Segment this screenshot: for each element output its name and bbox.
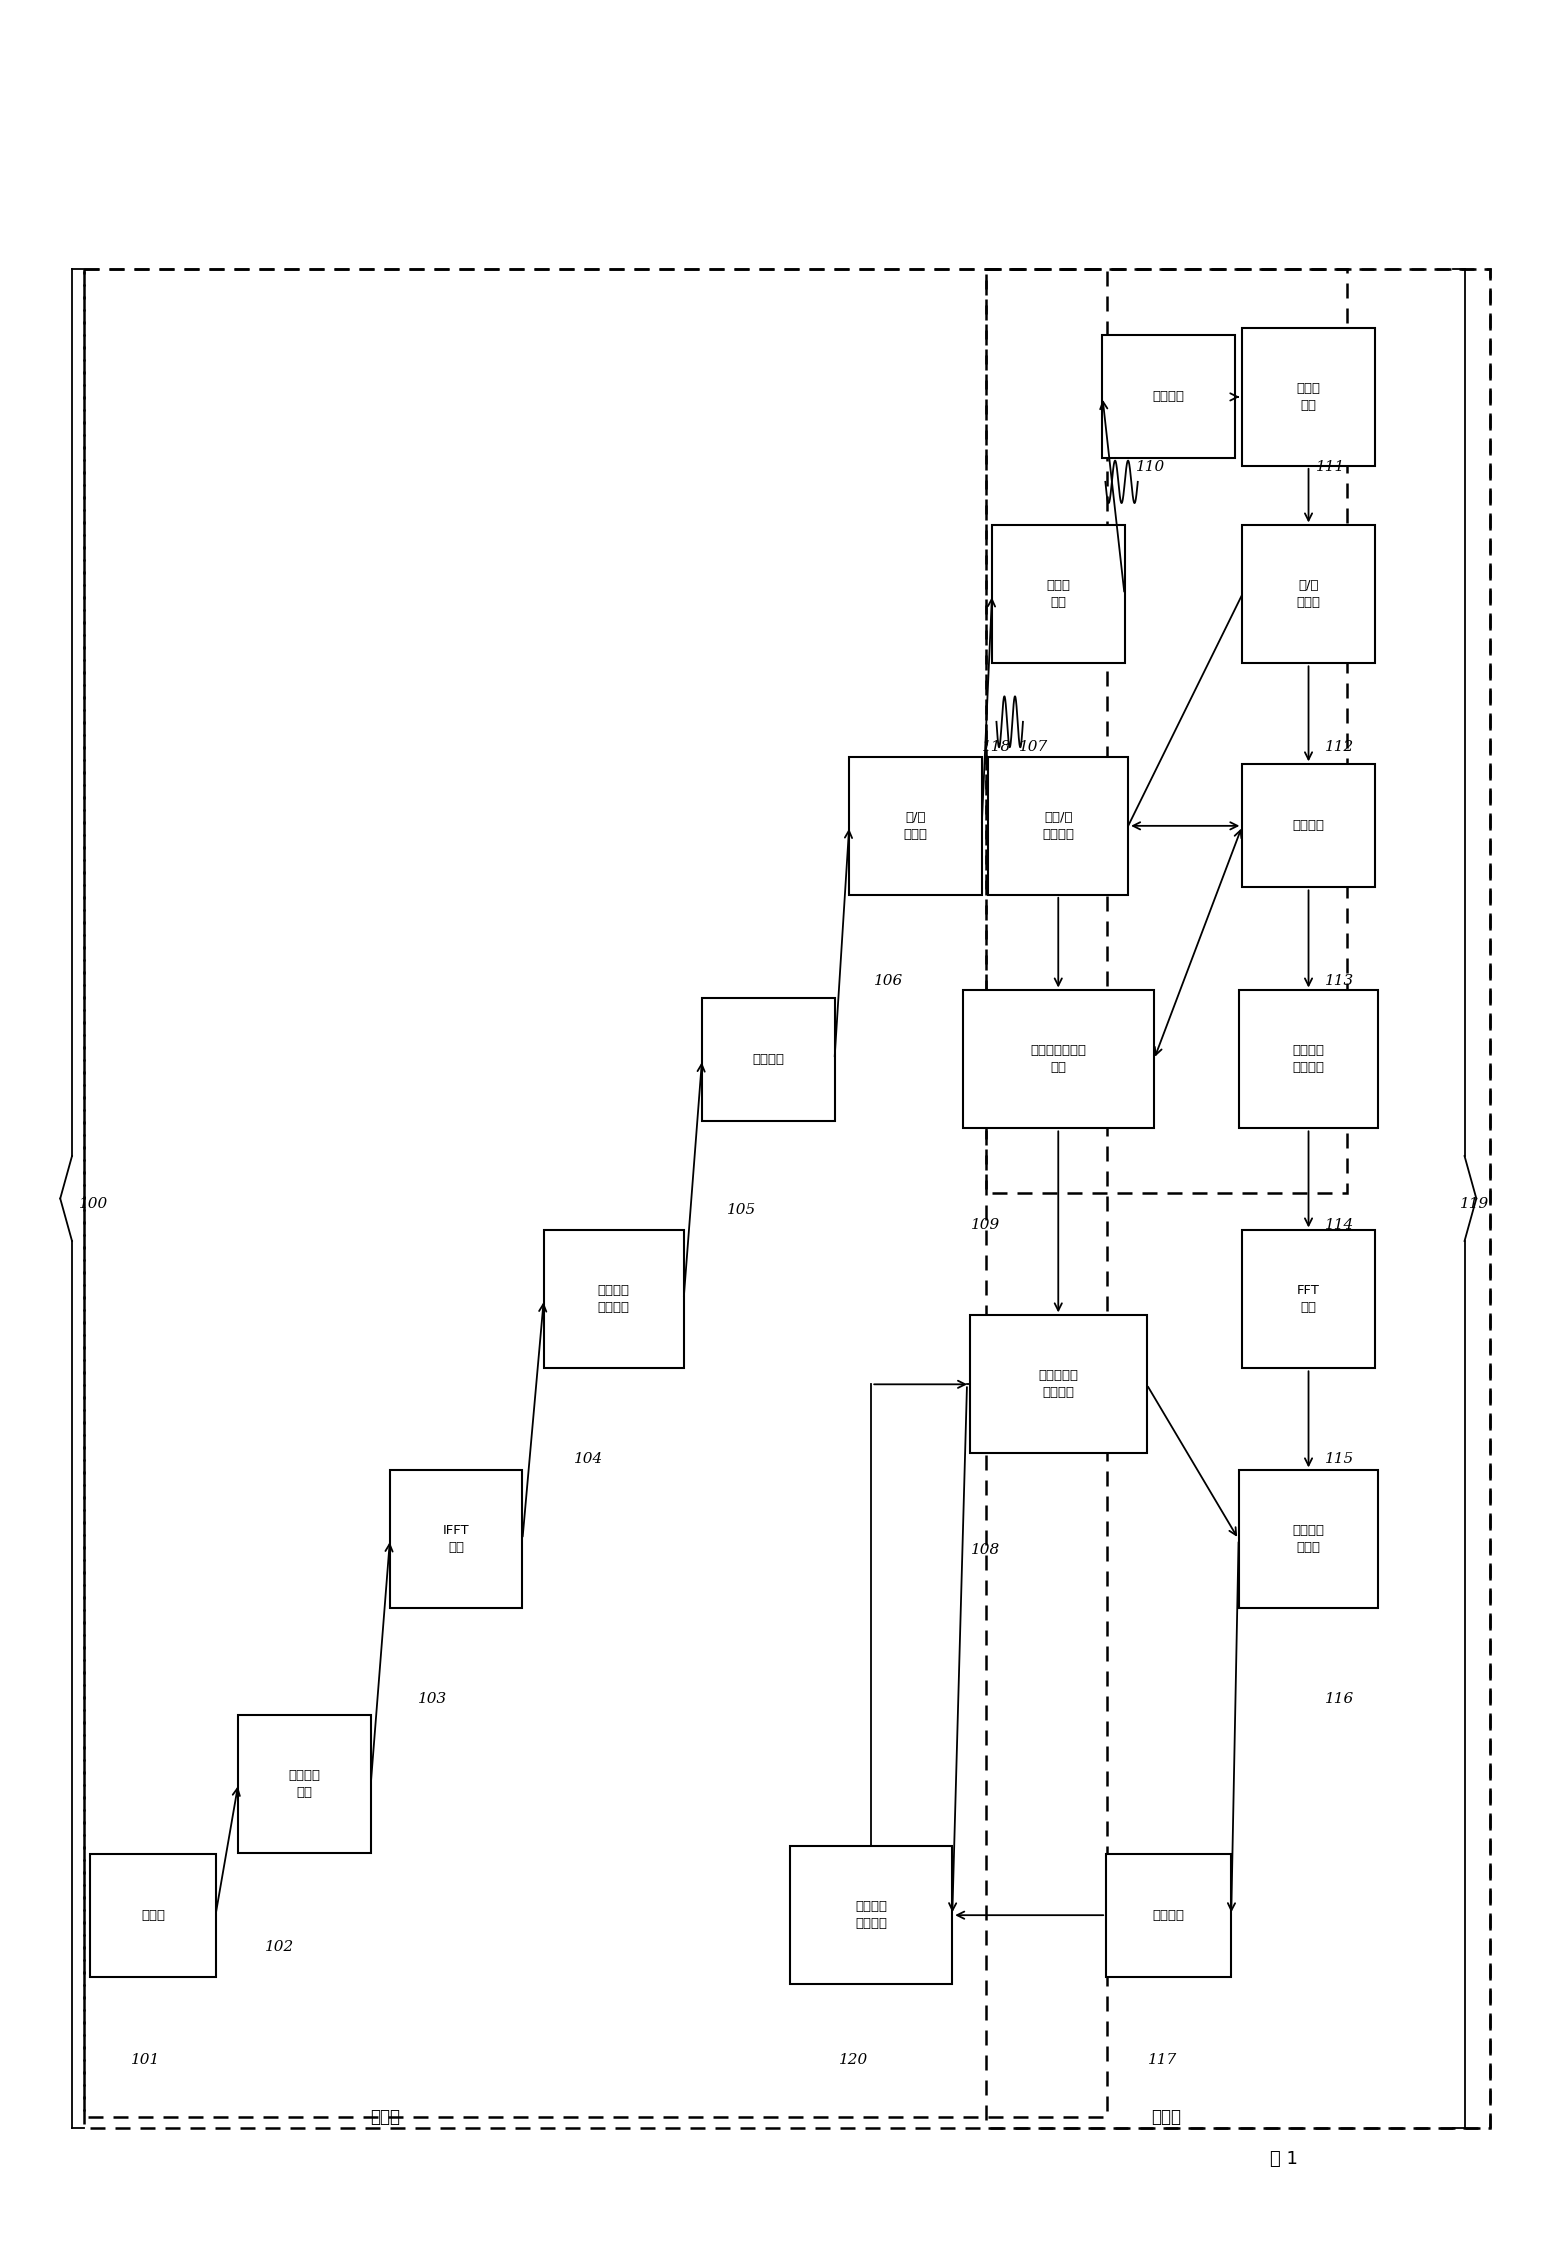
FancyBboxPatch shape bbox=[791, 1846, 952, 1983]
Text: 115: 115 bbox=[1325, 1453, 1355, 1466]
FancyBboxPatch shape bbox=[1242, 328, 1375, 465]
Text: 图 1: 图 1 bbox=[1270, 2151, 1298, 2169]
Text: 102: 102 bbox=[265, 1940, 294, 1954]
Text: FFT
单元: FFT 单元 bbox=[1297, 1285, 1320, 1315]
Text: 数据解映
射单元: 数据解映 射单元 bbox=[1292, 1525, 1325, 1554]
Text: 无线信道: 无线信道 bbox=[1153, 391, 1184, 404]
FancyBboxPatch shape bbox=[390, 1471, 523, 1608]
Text: 110: 110 bbox=[1137, 461, 1165, 474]
Text: 117: 117 bbox=[1148, 2053, 1178, 2067]
Text: 数/模
转换器: 数/模 转换器 bbox=[904, 811, 927, 840]
FancyBboxPatch shape bbox=[1242, 764, 1375, 888]
Text: 107: 107 bbox=[1018, 741, 1048, 755]
Text: 109: 109 bbox=[971, 1218, 1001, 1231]
Text: 分数倍频偏估计
单元: 分数倍频偏估计 单元 bbox=[1030, 1044, 1087, 1075]
Text: 120: 120 bbox=[839, 2053, 868, 2067]
FancyBboxPatch shape bbox=[849, 757, 982, 895]
FancyBboxPatch shape bbox=[1106, 1855, 1231, 1977]
Text: 增加循环
前缀模块: 增加循环 前缀模块 bbox=[598, 1285, 630, 1315]
Text: 105: 105 bbox=[727, 1204, 756, 1218]
Bar bbox=[987, 269, 1347, 1193]
FancyBboxPatch shape bbox=[991, 526, 1124, 664]
FancyBboxPatch shape bbox=[1242, 526, 1375, 664]
Bar bbox=[85, 269, 1489, 2128]
Text: 114: 114 bbox=[1325, 1218, 1355, 1231]
Text: 解帧模块: 解帧模块 bbox=[1292, 820, 1325, 831]
FancyBboxPatch shape bbox=[543, 1231, 684, 1369]
Text: 113: 113 bbox=[1325, 974, 1355, 987]
FancyBboxPatch shape bbox=[1102, 334, 1236, 459]
Text: 101: 101 bbox=[132, 2053, 160, 2067]
FancyBboxPatch shape bbox=[238, 1715, 371, 1852]
Text: 接收机: 接收机 bbox=[1151, 2108, 1181, 2126]
FancyBboxPatch shape bbox=[963, 989, 1154, 1130]
Bar bbox=[85, 269, 1107, 2117]
Text: IFFT
单元: IFFT 单元 bbox=[443, 1525, 470, 1554]
Text: 符号/帧
同步单元: 符号/帧 同步单元 bbox=[1043, 811, 1074, 840]
Text: 116: 116 bbox=[1325, 1692, 1355, 1706]
FancyBboxPatch shape bbox=[702, 998, 835, 1120]
Text: 118: 118 bbox=[982, 741, 1012, 755]
FancyBboxPatch shape bbox=[1239, 1471, 1378, 1608]
Bar bbox=[987, 269, 1489, 2128]
Text: 108: 108 bbox=[971, 1543, 1001, 1556]
Text: 103: 103 bbox=[418, 1692, 448, 1706]
Text: 发射机: 发射机 bbox=[371, 2108, 401, 2126]
Text: 去除循环
前缀模块: 去除循环 前缀模块 bbox=[1292, 1044, 1325, 1075]
Text: 104: 104 bbox=[575, 1453, 603, 1466]
Text: 模/数
转换器: 模/数 转换器 bbox=[1297, 578, 1320, 610]
Text: 接收机
前端: 接收机 前端 bbox=[1297, 382, 1320, 411]
FancyBboxPatch shape bbox=[988, 757, 1128, 895]
FancyBboxPatch shape bbox=[1239, 989, 1378, 1130]
Text: 119: 119 bbox=[1460, 1197, 1489, 1211]
Text: 数据映射
单元: 数据映射 单元 bbox=[288, 1769, 321, 1798]
Text: 112: 112 bbox=[1325, 741, 1355, 755]
Text: 组帧模块: 组帧模块 bbox=[752, 1053, 785, 1066]
FancyBboxPatch shape bbox=[91, 1855, 216, 1977]
FancyBboxPatch shape bbox=[1242, 1231, 1375, 1369]
Text: 数据输出: 数据输出 bbox=[1153, 1909, 1184, 1922]
Text: 发射机
前端: 发射机 前端 bbox=[1046, 578, 1070, 610]
Text: 111: 111 bbox=[1315, 461, 1345, 474]
Text: 106: 106 bbox=[874, 974, 904, 987]
Text: 100: 100 bbox=[80, 1197, 108, 1211]
FancyBboxPatch shape bbox=[969, 1315, 1146, 1453]
Text: 整数倍频偏
估计单元: 整数倍频偏 估计单元 bbox=[1038, 1369, 1079, 1398]
Text: 频率同步
跟踪单元: 频率同步 跟踪单元 bbox=[855, 1900, 888, 1929]
Text: 数据源: 数据源 bbox=[141, 1909, 164, 1922]
